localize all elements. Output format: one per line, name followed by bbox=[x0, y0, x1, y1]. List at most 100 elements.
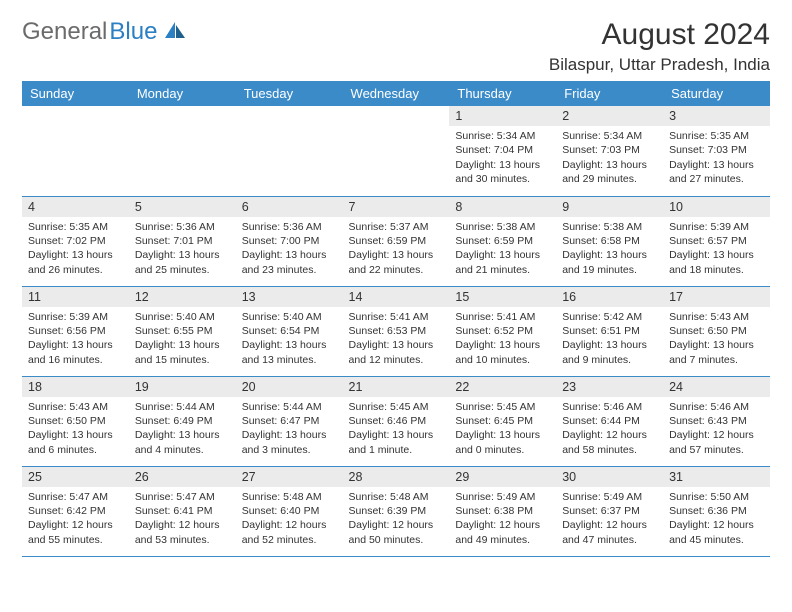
day-details: Sunrise: 5:48 AMSunset: 6:40 PMDaylight:… bbox=[236, 487, 343, 553]
calendar-day-cell: 24Sunrise: 5:46 AMSunset: 6:43 PMDayligh… bbox=[663, 376, 770, 466]
daylight-text: Daylight: 13 hours and 30 minutes. bbox=[455, 158, 550, 187]
weekday-header: Friday bbox=[556, 81, 663, 106]
sunset-text: Sunset: 6:45 PM bbox=[455, 414, 550, 428]
calendar-day-cell: 17Sunrise: 5:43 AMSunset: 6:50 PMDayligh… bbox=[663, 286, 770, 376]
day-number: 22 bbox=[449, 377, 556, 397]
weekday-header: Monday bbox=[129, 81, 236, 106]
weekday-header: Tuesday bbox=[236, 81, 343, 106]
day-details: Sunrise: 5:39 AMSunset: 6:57 PMDaylight:… bbox=[663, 217, 770, 283]
day-number: 3 bbox=[663, 106, 770, 126]
day-number: 31 bbox=[663, 467, 770, 487]
day-number: 4 bbox=[22, 197, 129, 217]
daylight-text: Daylight: 13 hours and 27 minutes. bbox=[669, 158, 764, 187]
calendar-day-cell: 6Sunrise: 5:36 AMSunset: 7:00 PMDaylight… bbox=[236, 196, 343, 286]
day-details: Sunrise: 5:43 AMSunset: 6:50 PMDaylight:… bbox=[663, 307, 770, 373]
calendar-day-cell: 31Sunrise: 5:50 AMSunset: 6:36 PMDayligh… bbox=[663, 466, 770, 556]
sunrise-text: Sunrise: 5:39 AM bbox=[28, 310, 123, 324]
calendar-day-cell: 7Sunrise: 5:37 AMSunset: 6:59 PMDaylight… bbox=[343, 196, 450, 286]
daylight-text: Daylight: 13 hours and 13 minutes. bbox=[242, 338, 337, 367]
sunset-text: Sunset: 6:59 PM bbox=[455, 234, 550, 248]
day-details: Sunrise: 5:45 AMSunset: 6:45 PMDaylight:… bbox=[449, 397, 556, 463]
day-number: 28 bbox=[343, 467, 450, 487]
day-number: 25 bbox=[22, 467, 129, 487]
calendar-day-cell: 18Sunrise: 5:43 AMSunset: 6:50 PMDayligh… bbox=[22, 376, 129, 466]
sunrise-text: Sunrise: 5:41 AM bbox=[349, 310, 444, 324]
sunset-text: Sunset: 6:46 PM bbox=[349, 414, 444, 428]
day-details: Sunrise: 5:44 AMSunset: 6:49 PMDaylight:… bbox=[129, 397, 236, 463]
sunset-text: Sunset: 6:42 PM bbox=[28, 504, 123, 518]
daylight-text: Daylight: 13 hours and 29 minutes. bbox=[562, 158, 657, 187]
day-details: Sunrise: 5:46 AMSunset: 6:43 PMDaylight:… bbox=[663, 397, 770, 463]
sunrise-text: Sunrise: 5:50 AM bbox=[669, 490, 764, 504]
sunset-text: Sunset: 7:03 PM bbox=[562, 143, 657, 157]
day-details: Sunrise: 5:35 AMSunset: 7:02 PMDaylight:… bbox=[22, 217, 129, 283]
day-details: Sunrise: 5:38 AMSunset: 6:58 PMDaylight:… bbox=[556, 217, 663, 283]
sunset-text: Sunset: 6:38 PM bbox=[455, 504, 550, 518]
calendar-day-cell: 11Sunrise: 5:39 AMSunset: 6:56 PMDayligh… bbox=[22, 286, 129, 376]
calendar-day-cell: 29Sunrise: 5:49 AMSunset: 6:38 PMDayligh… bbox=[449, 466, 556, 556]
calendar-day-cell: 16Sunrise: 5:42 AMSunset: 6:51 PMDayligh… bbox=[556, 286, 663, 376]
calendar-day-cell bbox=[22, 106, 129, 196]
sunrise-text: Sunrise: 5:40 AM bbox=[135, 310, 230, 324]
day-number: 17 bbox=[663, 287, 770, 307]
sunset-text: Sunset: 6:49 PM bbox=[135, 414, 230, 428]
sunset-text: Sunset: 6:51 PM bbox=[562, 324, 657, 338]
sunset-text: Sunset: 7:02 PM bbox=[28, 234, 123, 248]
sunrise-text: Sunrise: 5:34 AM bbox=[455, 129, 550, 143]
header: GeneralBlue August 2024 Bilaspur, Uttar … bbox=[22, 18, 770, 75]
day-details: Sunrise: 5:39 AMSunset: 6:56 PMDaylight:… bbox=[22, 307, 129, 373]
sunrise-text: Sunrise: 5:45 AM bbox=[349, 400, 444, 414]
daylight-text: Daylight: 13 hours and 12 minutes. bbox=[349, 338, 444, 367]
day-number: 23 bbox=[556, 377, 663, 397]
calendar-day-cell: 10Sunrise: 5:39 AMSunset: 6:57 PMDayligh… bbox=[663, 196, 770, 286]
day-number: 10 bbox=[663, 197, 770, 217]
day-details: Sunrise: 5:36 AMSunset: 7:01 PMDaylight:… bbox=[129, 217, 236, 283]
calendar-day-cell: 4Sunrise: 5:35 AMSunset: 7:02 PMDaylight… bbox=[22, 196, 129, 286]
sunset-text: Sunset: 6:41 PM bbox=[135, 504, 230, 518]
daylight-text: Daylight: 12 hours and 49 minutes. bbox=[455, 518, 550, 547]
day-details: Sunrise: 5:35 AMSunset: 7:03 PMDaylight:… bbox=[663, 126, 770, 192]
calendar-day-cell: 30Sunrise: 5:49 AMSunset: 6:37 PMDayligh… bbox=[556, 466, 663, 556]
daylight-text: Daylight: 12 hours and 52 minutes. bbox=[242, 518, 337, 547]
day-number: 26 bbox=[129, 467, 236, 487]
daylight-text: Daylight: 13 hours and 19 minutes. bbox=[562, 248, 657, 277]
day-details: Sunrise: 5:47 AMSunset: 6:41 PMDaylight:… bbox=[129, 487, 236, 553]
calendar-day-cell: 2Sunrise: 5:34 AMSunset: 7:03 PMDaylight… bbox=[556, 106, 663, 196]
sunrise-text: Sunrise: 5:47 AM bbox=[28, 490, 123, 504]
sunset-text: Sunset: 6:59 PM bbox=[349, 234, 444, 248]
calendar-day-cell: 23Sunrise: 5:46 AMSunset: 6:44 PMDayligh… bbox=[556, 376, 663, 466]
sunrise-text: Sunrise: 5:38 AM bbox=[455, 220, 550, 234]
day-number: 14 bbox=[343, 287, 450, 307]
daylight-text: Daylight: 13 hours and 7 minutes. bbox=[669, 338, 764, 367]
daylight-text: Daylight: 13 hours and 9 minutes. bbox=[562, 338, 657, 367]
day-number: 2 bbox=[556, 106, 663, 126]
day-details: Sunrise: 5:49 AMSunset: 6:37 PMDaylight:… bbox=[556, 487, 663, 553]
calendar-table: SundayMondayTuesdayWednesdayThursdayFrid… bbox=[22, 81, 770, 557]
sunrise-text: Sunrise: 5:43 AM bbox=[28, 400, 123, 414]
calendar-day-cell: 1Sunrise: 5:34 AMSunset: 7:04 PMDaylight… bbox=[449, 106, 556, 196]
daylight-text: Daylight: 12 hours and 58 minutes. bbox=[562, 428, 657, 457]
day-number bbox=[236, 106, 343, 112]
daylight-text: Daylight: 13 hours and 22 minutes. bbox=[349, 248, 444, 277]
month-title: August 2024 bbox=[549, 18, 770, 51]
weekday-header: Wednesday bbox=[343, 81, 450, 106]
sunset-text: Sunset: 6:50 PM bbox=[28, 414, 123, 428]
day-number: 19 bbox=[129, 377, 236, 397]
calendar-day-cell: 8Sunrise: 5:38 AMSunset: 6:59 PMDaylight… bbox=[449, 196, 556, 286]
daylight-text: Daylight: 13 hours and 26 minutes. bbox=[28, 248, 123, 277]
sunrise-text: Sunrise: 5:37 AM bbox=[349, 220, 444, 234]
daylight-text: Daylight: 13 hours and 21 minutes. bbox=[455, 248, 550, 277]
daylight-text: Daylight: 13 hours and 1 minute. bbox=[349, 428, 444, 457]
calendar-week-row: 11Sunrise: 5:39 AMSunset: 6:56 PMDayligh… bbox=[22, 286, 770, 376]
sunrise-text: Sunrise: 5:46 AM bbox=[669, 400, 764, 414]
weekday-header: Sunday bbox=[22, 81, 129, 106]
sunset-text: Sunset: 7:00 PM bbox=[242, 234, 337, 248]
sunrise-text: Sunrise: 5:48 AM bbox=[349, 490, 444, 504]
day-number: 21 bbox=[343, 377, 450, 397]
sunset-text: Sunset: 6:50 PM bbox=[669, 324, 764, 338]
day-number bbox=[129, 106, 236, 112]
daylight-text: Daylight: 13 hours and 23 minutes. bbox=[242, 248, 337, 277]
logo: GeneralBlue bbox=[22, 18, 187, 46]
calendar-day-cell bbox=[129, 106, 236, 196]
title-block: August 2024 Bilaspur, Uttar Pradesh, Ind… bbox=[549, 18, 770, 75]
